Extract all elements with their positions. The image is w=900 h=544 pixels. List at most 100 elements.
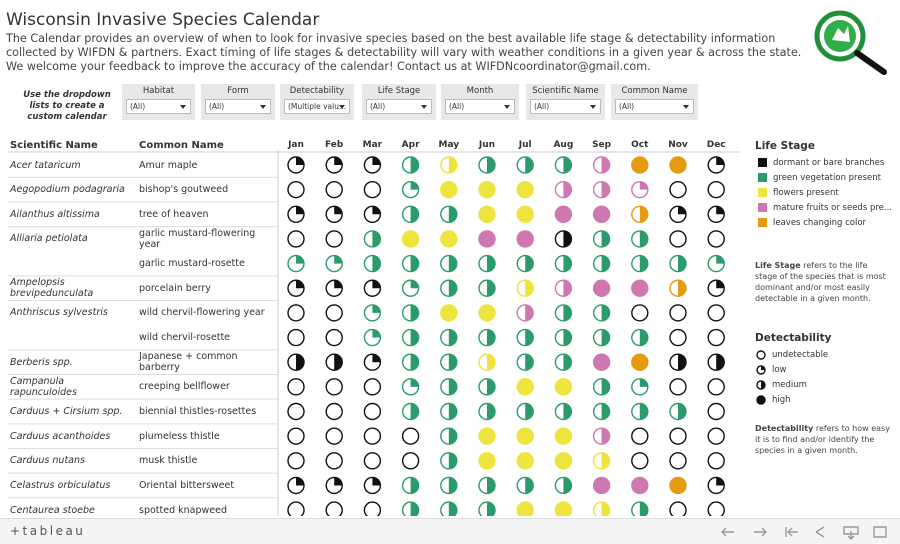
glyph: [554, 402, 573, 421]
glyph-fill: [555, 206, 572, 223]
glyph: [401, 353, 420, 371]
glyph: [554, 328, 573, 347]
glyph: [516, 353, 534, 371]
glyph: [478, 328, 496, 347]
glyph-fill: [639, 378, 648, 387]
common-name: Japanese + common barberry: [139, 351, 238, 374]
calendar-grid: [8, 150, 740, 516]
glyph-fill: [296, 280, 304, 289]
glyph-fill: [448, 428, 457, 445]
glyph-fill: [670, 157, 686, 173]
glyph: [325, 156, 343, 174]
glyph-outline: [669, 452, 687, 470]
glyph: [631, 353, 649, 371]
glyph-fill: [525, 304, 534, 321]
common-name: garlic mustard-flowering year: [139, 227, 256, 250]
fullscreen-icon[interactable]: [873, 526, 887, 538]
glyph: [707, 180, 725, 199]
glyph-fill: [410, 206, 419, 223]
glyph: [325, 378, 343, 396]
month-header: Nov: [668, 140, 688, 150]
glyph: [401, 279, 420, 297]
glyph: [440, 501, 458, 516]
glyph: [516, 476, 534, 495]
share-icon[interactable]: [815, 526, 825, 538]
month-header: Oct: [631, 140, 649, 150]
month-header: Mar: [362, 140, 383, 150]
glyph: [287, 156, 305, 174]
glyph: [440, 328, 458, 347]
filter-dropdown[interactable]: (All): [530, 99, 601, 114]
glyph-fill: [410, 280, 419, 289]
filter-instruction: Use the dropdown lists to create a custo…: [23, 90, 111, 122]
legend-item: flowers present: [755, 185, 890, 200]
glyph: [287, 476, 305, 495]
filter-dropdown[interactable]: (All): [366, 99, 432, 114]
redo-icon[interactable]: [754, 527, 767, 537]
scientific-name: Celastrus orbiculatus: [10, 479, 111, 491]
glyph-fill: [296, 157, 304, 165]
glyph-outline: [669, 328, 687, 347]
column-header: Common Name: [139, 140, 224, 151]
glyph-fill: [448, 403, 457, 420]
revert-icon[interactable]: [785, 527, 798, 537]
glyph-fill: [440, 181, 457, 198]
glyph-fill: [555, 378, 572, 395]
glyph-fill: [372, 304, 381, 313]
glyph-fill: [479, 230, 495, 247]
legend-swatch: [758, 173, 767, 182]
scientific-name: Ailanthus altissima: [10, 208, 100, 220]
glyph-outline: [325, 452, 343, 470]
glyph: [401, 378, 420, 396]
glyph: [631, 180, 649, 199]
glyph-fill: [639, 181, 648, 190]
glyph: [669, 156, 687, 174]
column-header: Scientific Name: [10, 140, 98, 151]
glyph-fill: [563, 329, 572, 346]
glyph: [756, 364, 766, 375]
legend-note: Life Stage refers to the life stage of t…: [755, 260, 890, 304]
glyph: [363, 378, 382, 396]
glyph: [707, 476, 725, 495]
glyph-outline: [325, 230, 343, 248]
filter-dropdown[interactable]: (All): [126, 99, 191, 114]
filter-dropdown[interactable]: (All): [205, 99, 271, 114]
glyph-outline: [707, 378, 725, 396]
common-name: spotted knapweed: [139, 504, 228, 516]
glyph: [592, 180, 611, 199]
glyph: [478, 304, 496, 322]
glyph: [669, 353, 687, 371]
glyph-outline: [325, 402, 343, 421]
glyph: [707, 452, 725, 470]
filter-dropdown[interactable]: (Multiple valu...: [284, 99, 350, 114]
glyph: [325, 353, 343, 371]
glyph: [363, 353, 382, 371]
glyph-fill: [555, 452, 572, 469]
glyph: [631, 254, 649, 273]
filter-dropdown[interactable]: (All): [445, 99, 515, 114]
glyph: [516, 205, 534, 224]
glyph-fill: [716, 477, 725, 486]
download-icon[interactable]: [843, 526, 859, 540]
glyph: [478, 427, 496, 445]
glyph: [554, 378, 573, 396]
common-name: plumeless thistle: [139, 430, 220, 442]
glyph: [440, 402, 458, 421]
glyph-fill: [525, 157, 534, 173]
glyph: [669, 254, 687, 273]
filter-dropdown[interactable]: (All): [615, 99, 694, 114]
glyph: [707, 402, 725, 421]
glyph-fill: [593, 206, 610, 223]
glyph-fill: [716, 157, 725, 165]
common-name: wild chervil-rosette: [139, 332, 231, 344]
glyph-fill: [563, 304, 572, 321]
glyph: [554, 304, 573, 322]
glyph: [554, 254, 573, 273]
glyph-fill: [678, 403, 686, 420]
undo-icon[interactable]: [721, 527, 734, 537]
glyph-outline: [669, 304, 687, 322]
glyph: [707, 205, 725, 224]
filter: Month (All): [441, 84, 519, 120]
glyph: [707, 328, 725, 347]
glyph-fill: [372, 477, 381, 486]
